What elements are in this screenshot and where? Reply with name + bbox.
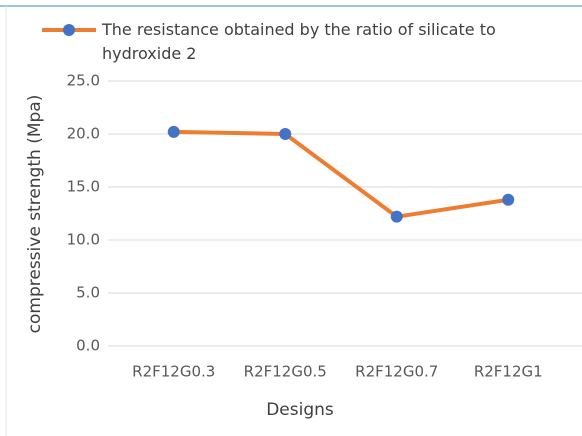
x-tick-label: R2F12G0.7 <box>355 363 438 381</box>
data-point <box>167 125 180 138</box>
series-line <box>173 129 509 219</box>
data-point <box>502 193 515 206</box>
data-point <box>390 210 403 223</box>
legend-label: The resistance obtained by the ratio of … <box>102 20 496 63</box>
x-axis-label: Designs <box>266 400 334 420</box>
y-tick-label: 25.0 <box>67 72 100 90</box>
y-tick-label: 15.0 <box>67 178 100 196</box>
x-tick-label: R2F12G0.5 <box>244 363 327 381</box>
y-tick-label: 5.0 <box>76 284 100 302</box>
x-tick-label: R2F12G0.3 <box>132 363 215 381</box>
x-tick-label: R2F12G1 <box>474 363 543 381</box>
y-tick-label: 10.0 <box>67 231 100 249</box>
y-tick-label: 0.0 <box>76 337 100 355</box>
legend-marker <box>63 24 75 36</box>
y-axis-label: compressive strength (Mpa) <box>25 95 45 334</box>
data-point <box>279 128 292 140</box>
y-tick-label: 20.0 <box>67 125 100 143</box>
